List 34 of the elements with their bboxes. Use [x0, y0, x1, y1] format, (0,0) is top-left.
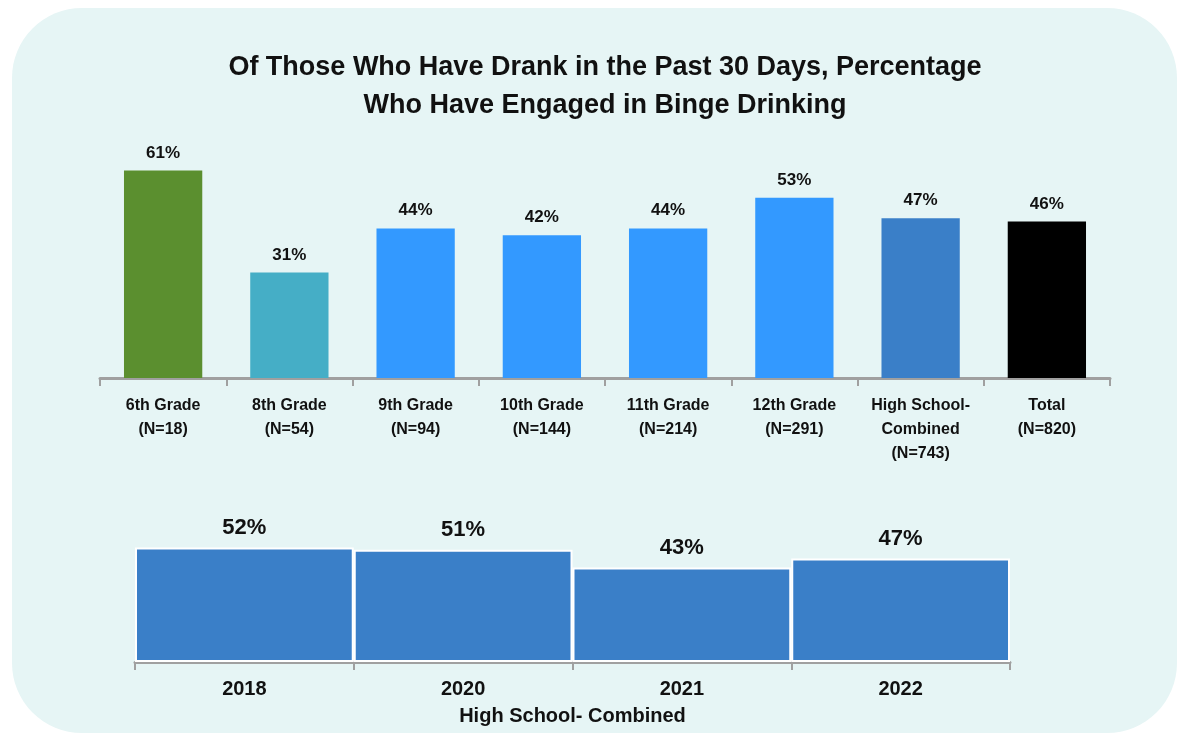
x-tick-label: Total (N=820) — [1017, 395, 1076, 437]
data-label: 61% — [146, 142, 181, 162]
x-tick-label: 11th Grade (N=214) — [626, 395, 710, 437]
data-label: 44% — [398, 200, 433, 220]
x-tick-label: 12th Grade (N=291) — [752, 395, 837, 437]
bar — [502, 235, 582, 378]
data-label: 31% — [272, 244, 307, 264]
chart-title: Of Those Who Have Drank in the Past 30 Days, Percentage Who Have Engaged in Binge Drinking — [228, 51, 982, 119]
data-label: 43% — [659, 533, 704, 559]
bar — [1007, 221, 1087, 378]
data-label: 44% — [651, 200, 686, 220]
x-tick-label: 2022 — [878, 677, 923, 700]
data-label: 47% — [903, 190, 938, 210]
bar — [376, 228, 455, 378]
bar — [628, 228, 708, 378]
x-axis-title: High School- Combined — [459, 704, 686, 726]
data-label: 53% — [777, 169, 812, 189]
x-tick-label: 9th Grade (N=94) — [378, 395, 454, 437]
bar — [123, 170, 203, 378]
data-label: 42% — [524, 207, 559, 227]
x-tick-label: 10th Grade (N=144) — [500, 395, 584, 437]
x-tick-label: 8th Grade (N=54) — [252, 395, 327, 437]
bar — [250, 272, 329, 378]
bar — [755, 197, 834, 378]
x-tick-label: 2020 — [440, 677, 486, 700]
x-tick-label: 2018 — [222, 677, 267, 700]
x-tick-label: 6th Grade (N=18) — [125, 395, 201, 437]
x-tick-label: High School- Combined (N=743) — [871, 395, 970, 461]
data-label: 46% — [1029, 193, 1064, 213]
data-label: 47% — [878, 525, 923, 551]
bar — [881, 218, 960, 378]
data-label: 52% — [222, 514, 267, 540]
x-tick-label: 2021 — [659, 677, 705, 700]
data-label: 51% — [441, 516, 486, 542]
